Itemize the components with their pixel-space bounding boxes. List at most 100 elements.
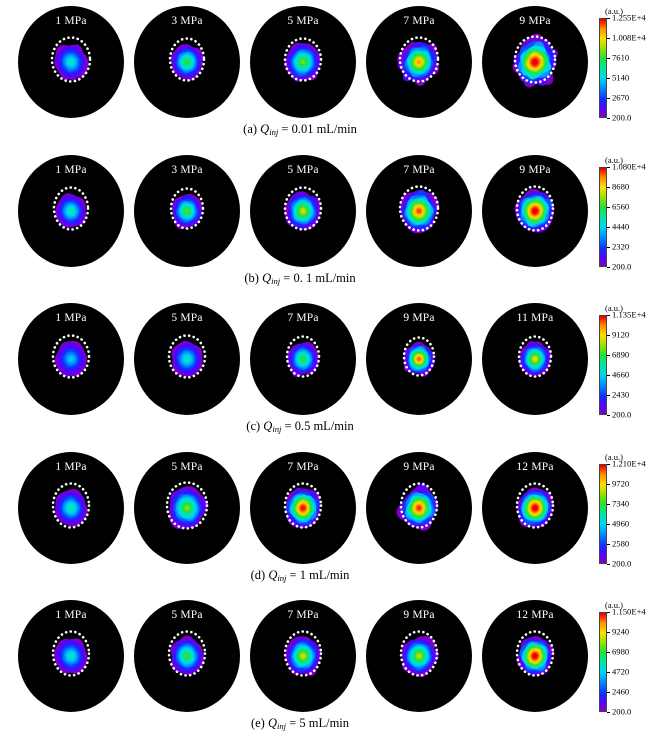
specimen-panel[interactable]: 12 MPa — [482, 600, 588, 713]
specimen-panel[interactable]: 7 MPa — [250, 303, 356, 416]
specimen-panel[interactable]: 9 MPa — [366, 451, 472, 564]
colorbar-tick-mark — [607, 246, 610, 248]
specimen-panel[interactable]: 9 MPa — [366, 600, 472, 713]
injection-plume — [497, 614, 573, 698]
colorbar-gradient — [599, 463, 607, 564]
colorbar-tick-mark — [607, 503, 610, 505]
specimen-panel[interactable]: 9 MPa — [482, 6, 588, 118]
caption-symbol: Q — [263, 419, 273, 434]
colorbar-tick-label: 1.150E+4 — [612, 607, 646, 618]
specimen-panel[interactable]: 9 MPa — [366, 303, 472, 416]
caption-symbol: Q — [268, 567, 278, 582]
specimen-panel[interactable]: 12 MPa — [482, 451, 588, 564]
injection-plume — [381, 614, 457, 698]
caption-value: = 0.5 mL/min — [284, 419, 354, 434]
colorbar-gradient — [599, 18, 607, 118]
colorbar-tick-label: 7610 — [612, 52, 630, 63]
colorbar-tick-label: 2670 — [612, 92, 630, 103]
colorbar-tick-mark — [607, 78, 610, 79]
colorbar-tick-mark — [607, 335, 610, 337]
specimen-panel[interactable]: 1 MPa — [18, 451, 124, 564]
colorbar-tick-label: 200.0 — [612, 261, 632, 272]
injection-plume — [33, 317, 109, 401]
colorbar-tick-mark — [607, 692, 610, 694]
caption-subscript: inj — [277, 721, 287, 732]
specimen-panel[interactable]: 5 MPa — [250, 154, 356, 267]
colorbar-tick-label: 2320 — [612, 241, 630, 252]
caption-index: (b) — [244, 270, 259, 285]
specimen-panel[interactable]: 3 MPa — [134, 154, 240, 267]
colorbar-tick-mark — [607, 612, 610, 614]
row-caption: (a) Qinj = 0.01 mL/min — [0, 122, 600, 137]
specimen-panel[interactable]: 1 MPa — [18, 154, 124, 267]
specimen-panel[interactable]: 11 MPa — [482, 303, 588, 416]
colorbar-tick-label: 200.0 — [612, 707, 632, 718]
colorbar-tick-mark — [607, 632, 610, 634]
specimen-panel[interactable]: 7 MPa — [366, 6, 472, 118]
colorbar-units-label: (a.u.) — [605, 451, 623, 462]
colorbar-tick-mark — [607, 375, 610, 377]
colorbar-tick-label: 200.0 — [612, 112, 632, 123]
caption-subscript: inj — [272, 424, 282, 435]
panel-row-d: 1 MPa 5 MPa 7 MPa 9 MPa 12 MPa (a.u.) 1.210E+4… — [0, 446, 668, 595]
colorbar-tick-label: 4720 — [612, 667, 630, 678]
injection-plume — [149, 614, 225, 698]
colorbar-tick-mark — [607, 226, 610, 228]
caption-subscript: inj — [269, 127, 279, 137]
caption-symbol: Q — [262, 270, 272, 285]
colorbar-tick-label: 9120 — [612, 329, 630, 340]
specimen-strip: 1 MPa 3 MPa 5 MPa 7 MPa 9 MPa — [18, 154, 588, 267]
colorbar-tick-mark — [607, 523, 610, 525]
colorbar-tick-mark — [607, 395, 610, 397]
colorbar-ticks: 1.080E+4 8680 6560 4440 2320 200.0 — [607, 162, 667, 270]
colorbar-tick-label: 9240 — [612, 627, 630, 638]
caption-subscript: inj — [271, 275, 281, 286]
colorbar-units-label: (a.u.) — [605, 600, 623, 611]
injection-plume — [149, 317, 225, 401]
specimen-panel[interactable]: 3 MPa — [134, 6, 240, 118]
colorbar-ticks: 1.150E+4 9240 6980 4720 2460 200.0 — [607, 608, 667, 716]
colorbar-ticks: 1.135E+4 9120 6890 4660 2430 200.0 — [607, 311, 667, 419]
colorbar-ticks: 1.255E+4 1.008E+4 7610 5140 2670 200.0 — [607, 14, 667, 122]
colorbar-tick-mark — [607, 118, 610, 119]
colorbar-tick-mark — [607, 206, 610, 208]
specimen-panel[interactable]: 7 MPa — [250, 600, 356, 713]
specimen-strip: 1 MPa 3 MPa 5 MPa 7 MPa 9 MPa — [18, 6, 588, 118]
caption-value: = 0.01 mL/min — [281, 122, 357, 136]
specimen-panel[interactable]: 5 MPa — [250, 6, 356, 118]
colorbar-tick-label: 6980 — [612, 647, 630, 658]
colorbar: (a.u.) 1.080E+4 8680 6560 4440 2320 200.0 — [598, 155, 668, 275]
panel-row-a: 1 MPa 3 MPa 5 MPa 7 MPa 9 MPa (a.u.) 1.255E+4 1… — [0, 0, 668, 149]
specimen-panel[interactable]: 5 MPa — [134, 303, 240, 416]
colorbar-tick-label: 4660 — [612, 369, 630, 380]
colorbar-tick-mark — [607, 483, 610, 485]
injection-plume — [265, 614, 341, 698]
specimen-panel[interactable]: 7 MPa — [366, 154, 472, 267]
specimen-panel[interactable]: 1 MPa — [18, 303, 124, 416]
colorbar-tick-mark — [607, 58, 610, 59]
specimen-strip: 1 MPa 5 MPa 7 MPa 9 MPa 12 MPa — [18, 451, 588, 564]
injection-plume — [265, 466, 341, 550]
colorbar-tick-mark — [607, 266, 610, 268]
injection-plume — [265, 20, 341, 104]
panel-row-c: 1 MPa 5 MPa 7 MPa 9 MPa 11 MPa (a.u.) 1.135E+4… — [0, 297, 668, 446]
injection-plume — [33, 169, 109, 253]
specimen-panel[interactable]: 9 MPa — [482, 154, 588, 267]
injection-plume — [497, 20, 573, 104]
specimen-panel[interactable]: 5 MPa — [134, 600, 240, 713]
colorbar: (a.u.) 1.135E+4 9120 6890 4660 2430 200.0 — [598, 303, 668, 423]
injection-plume — [497, 317, 573, 401]
specimen-panel[interactable]: 1 MPa — [18, 600, 124, 713]
colorbar-tick-label: 2580 — [612, 538, 630, 549]
colorbar-gradient — [599, 166, 607, 267]
specimen-panel[interactable]: 7 MPa — [250, 451, 356, 564]
colorbar-tick-mark — [607, 652, 610, 654]
specimen-panel[interactable]: 1 MPa — [18, 6, 124, 118]
injection-plume — [33, 466, 109, 550]
specimen-panel[interactable]: 5 MPa — [134, 451, 240, 564]
colorbar-tick-mark — [607, 463, 610, 465]
colorbar-tick-label: 200.0 — [612, 558, 632, 569]
colorbar-ticks: 1.210E+4 9720 7340 4960 2580 200.0 — [607, 459, 667, 568]
caption-index: (e) — [250, 716, 265, 731]
row-caption: (c) Qinj = 0.5 mL/min — [0, 419, 600, 434]
